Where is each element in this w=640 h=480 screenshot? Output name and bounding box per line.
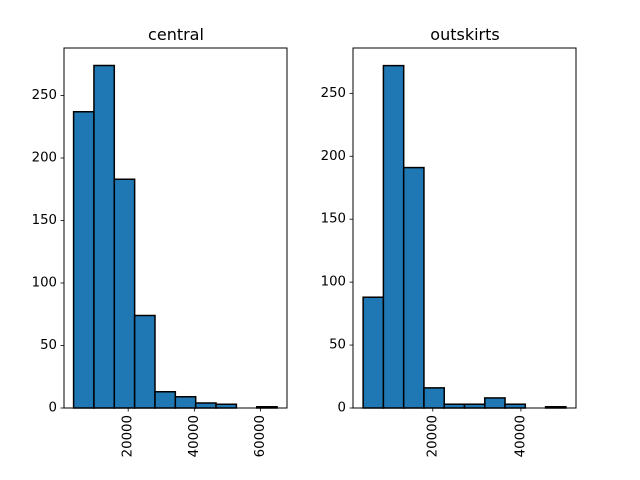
histogram-bar: [215, 403, 238, 409]
x-ticks: 20000 40000: [425, 408, 528, 457]
panel-title: outskirts: [430, 25, 499, 44]
y-tick-label: 200: [321, 149, 346, 164]
panel-central: central 20000 40000 60000 0 50 100 150 200 250: [32, 25, 288, 457]
y-tick-label: 150: [32, 213, 57, 228]
y-tick-label: 250: [321, 86, 346, 101]
x-ticks: 20000 40000 60000: [121, 408, 268, 457]
histogram-bar: [382, 64, 405, 409]
histogram-bar: [484, 397, 506, 409]
histogram-bar: [93, 64, 116, 409]
y-tick-label: 200: [32, 151, 57, 166]
histogram-bar: [463, 403, 486, 409]
y-tick-label: 50: [329, 338, 346, 353]
y-ticks: 0 50 100 150 200 250: [32, 88, 64, 416]
y-tick-label: 100: [32, 276, 57, 291]
x-tick-label: 40000: [187, 415, 202, 457]
histogram-bar: [133, 314, 156, 409]
x-tick-label: 40000: [513, 415, 528, 457]
y-tick-label: 150: [321, 212, 346, 227]
histogram-bar: [154, 391, 177, 409]
x-tick-label: 20000: [425, 415, 440, 457]
histogram-bar: [402, 166, 425, 409]
histogram-bar: [194, 402, 217, 409]
bars-group: [362, 64, 567, 409]
x-tick-label: 20000: [121, 415, 136, 457]
y-tick-label: 0: [49, 401, 57, 416]
histogram-bar: [504, 403, 527, 409]
histogram-bar: [174, 396, 197, 409]
histogram-bar: [72, 111, 95, 409]
axes-frame: [352, 47, 577, 409]
y-tick-label: 250: [32, 88, 57, 103]
panel-title: central: [148, 25, 204, 44]
y-tick-label: 50: [40, 338, 57, 353]
y-tick-label: 100: [321, 275, 346, 290]
y-tick-label: 0: [338, 401, 346, 416]
histogram-bar: [362, 296, 385, 409]
axes-frame: [63, 47, 288, 409]
histogram-bar: [113, 178, 136, 409]
histogram-bar: [423, 387, 445, 409]
panel-outskirts: outskirts 20000 40000 0 50 100 150 200 250: [321, 25, 577, 457]
histogram-bar: [443, 403, 466, 409]
x-tick-label: 60000: [253, 415, 268, 457]
y-ticks: 0 50 100 150 200 250: [321, 86, 353, 416]
